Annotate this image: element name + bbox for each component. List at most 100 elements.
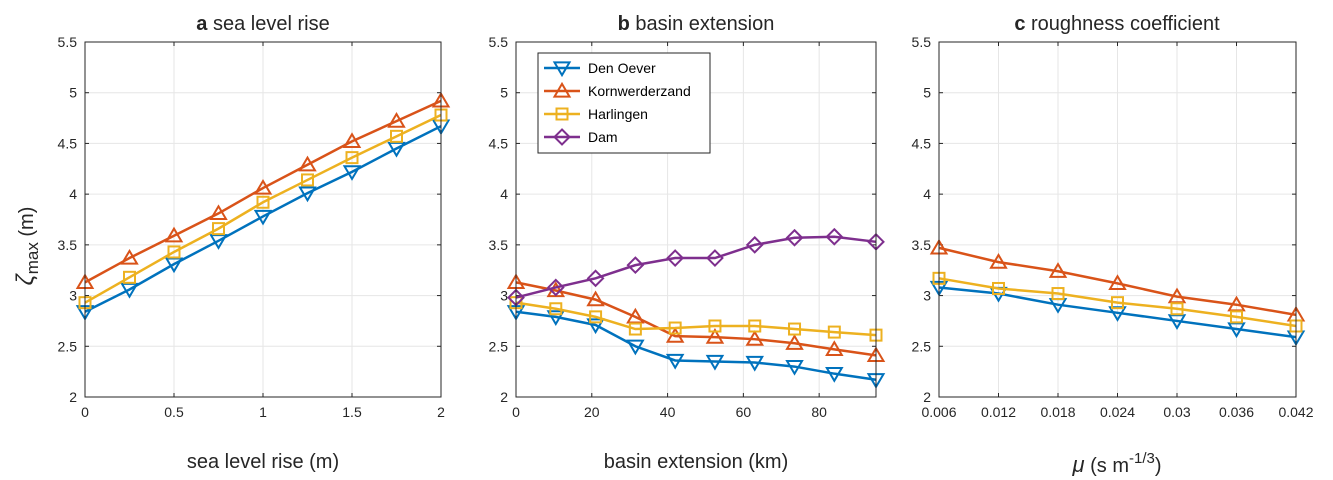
x-tick-label: 0	[81, 404, 89, 420]
data-point-kornwerderzand	[209, 204, 228, 221]
y-tick-label: 4	[69, 186, 77, 202]
x-tick-label: 60	[736, 404, 752, 420]
data-point-kornwerderzand	[1167, 287, 1187, 304]
data-point-dam	[825, 227, 844, 246]
data-point-harlingen	[992, 281, 1005, 295]
series-line-kornwerderzand	[515, 281, 877, 357]
data-point-kornwerderzand	[665, 327, 685, 343]
series-line-dam	[515, 235, 877, 299]
xlabel-superscript: -1/3	[1129, 450, 1155, 467]
panel-a: a sea level rise sea level rise (m) ζmax…	[12, 13, 339, 473]
panel-c-title: c roughness coefficient	[1014, 13, 1220, 35]
data-point-kornwerderzand	[785, 334, 804, 350]
xlabel-close: )	[1155, 455, 1162, 477]
data-point-harlingen	[788, 322, 802, 336]
data-point-harlingen	[748, 319, 762, 333]
y-tick-label: 5	[500, 85, 508, 101]
legend-entry-harlingen: Harlingen	[544, 106, 648, 122]
series-kornwerderzand	[75, 91, 451, 290]
data-point-kornwerderzand	[120, 248, 139, 265]
series-harlingen	[509, 296, 883, 342]
data-point-harlingen	[1230, 310, 1243, 324]
data-point-den_oever	[825, 367, 844, 383]
y-tick-label: 3	[500, 288, 508, 304]
data-point-den_oever	[387, 141, 406, 158]
x-tick-label: 0.03	[1163, 404, 1190, 420]
legend-label: Harlingen	[588, 106, 648, 122]
data-point-kornwerderzand	[745, 330, 764, 346]
data-point-den_oever	[546, 310, 566, 326]
panel-b-title: b basin extension	[618, 13, 775, 35]
panel-a-xlabel: sea level rise (m)	[187, 451, 339, 473]
panel-a-letter: a	[196, 13, 208, 35]
data-point-kornwerderzand	[298, 155, 317, 172]
plot-frame	[84, 41, 442, 398]
y-tick-label: 4.5	[912, 135, 932, 151]
x-tick-label: 20	[584, 404, 600, 420]
panel-b-letter: b	[618, 13, 630, 35]
data-point-dam	[745, 235, 764, 254]
series-line-harlingen	[84, 113, 442, 304]
data-point-den_oever	[253, 209, 273, 226]
data-point-harlingen	[589, 310, 603, 324]
panel-a-ylabel: ζmax (m)	[12, 207, 42, 286]
legend: Den Oever Kornwerderzand Harlingen Dam	[537, 52, 711, 154]
data-point-kornwerderzand	[1048, 262, 1068, 278]
plot-area-c: 0.006 0.012 0.018 0.024 0.03 0.036 0.042 2 2.5 3 3…	[912, 34, 1314, 420]
data-point-dam	[666, 249, 685, 267]
data-point-harlingen	[827, 325, 841, 339]
legend-marker	[552, 81, 572, 98]
y-tick-label: 2	[923, 389, 931, 405]
series-line-harlingen	[515, 301, 877, 337]
y-tick-label: 2	[500, 389, 508, 405]
data-point-harlingen	[167, 245, 181, 259]
x-tick-label: 1.5	[342, 404, 362, 420]
x-tick-label: 0.012	[981, 404, 1016, 420]
legend-marker	[552, 61, 572, 78]
data-point-den_oever	[1227, 322, 1246, 339]
data-point-harlingen	[301, 173, 314, 187]
series-line-den_oever	[84, 125, 442, 313]
data-point-kornwerderzand	[342, 132, 362, 149]
legend-entry-den_oever: Den Oever	[544, 60, 656, 78]
data-point-den_oever	[785, 359, 804, 376]
data-point-harlingen	[256, 195, 270, 209]
data-point-kornwerderzand	[1108, 274, 1127, 291]
legend-entry-kornwerderzand: Kornwerderzand	[544, 81, 691, 99]
legend-entry-dam: Dam	[544, 128, 618, 146]
plot-area-a: 0 0.5 1 1.5 2 2 2.5 3 3.5 4 4.5 5 5.5	[58, 34, 451, 420]
data-point-dam	[785, 228, 804, 247]
panel-b-xlabel: basin extension (km)	[604, 451, 789, 473]
y-tick-label: 3	[69, 288, 77, 304]
data-point-harlingen	[212, 222, 225, 236]
y-tick-label: 5.5	[489, 34, 509, 50]
data-point-harlingen	[708, 319, 722, 333]
series-line-den_oever	[515, 310, 877, 381]
y-tick-label: 4	[500, 186, 508, 202]
data-point-kornwerderzand	[164, 226, 184, 243]
data-point-kornwerderzand	[1227, 295, 1246, 312]
ylabel-unit: (m)	[16, 207, 38, 243]
data-point-dam	[706, 249, 724, 267]
y-tick-label: 5.5	[912, 34, 932, 50]
panel-c-xlabel: μ (s m-1/3)	[1071, 450, 1161, 477]
y-tick-label: 2.5	[58, 338, 78, 354]
x-tick-label: 0	[512, 404, 520, 420]
panel-c-title-text: roughness coefficient	[1031, 13, 1220, 35]
data-point-dam	[626, 256, 645, 275]
x-tick-label: 0.018	[1040, 404, 1075, 420]
y-tick-label: 4	[923, 186, 931, 202]
plot-frame	[515, 41, 877, 398]
x-tick-label: 2	[437, 404, 445, 420]
panel-c-letter: c	[1014, 13, 1025, 35]
data-point-harlingen	[1170, 302, 1184, 316]
data-point-den_oever	[298, 186, 317, 203]
series-den_oever	[75, 119, 451, 321]
data-point-kornwerderzand	[387, 112, 406, 128]
y-tick-label: 3.5	[58, 237, 78, 253]
y-tick-label: 5	[923, 85, 931, 101]
legend-label: Dam	[588, 129, 618, 145]
series-line-harlingen	[938, 277, 1297, 328]
y-tick-label: 4.5	[489, 135, 509, 151]
